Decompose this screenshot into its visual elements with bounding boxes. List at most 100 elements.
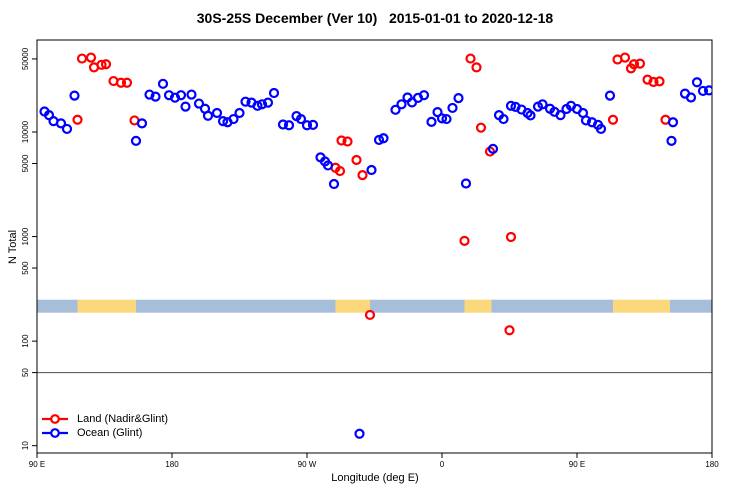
data-point-ocean — [150, 91, 161, 102]
data-point-ocean — [595, 123, 607, 135]
data-point-land — [351, 154, 362, 166]
plot-box — [36, 39, 713, 454]
data-point-ocean — [277, 119, 289, 130]
data-point-ocean — [55, 118, 67, 129]
y-tick-label: 5000 — [21, 154, 30, 172]
data-point-ocean — [283, 120, 295, 131]
points-layer — [39, 52, 712, 439]
land-series-marker-icon — [42, 414, 68, 424]
data-point-ocean — [328, 178, 340, 190]
data-point-ocean — [295, 113, 307, 125]
data-point-land — [115, 77, 127, 88]
data-point-ocean — [390, 104, 401, 115]
data-point-land — [76, 53, 88, 64]
data-point-ocean — [580, 115, 592, 126]
x-tick-label: 180 — [165, 460, 179, 469]
ocean-series-marker-icon — [42, 428, 68, 438]
data-point-ocean — [157, 78, 169, 89]
data-point-ocean — [256, 99, 268, 110]
legend-item-land: Land (Nadir&Glint) — [40, 412, 168, 426]
data-point-ocean — [262, 97, 274, 108]
legend-item-ocean: Ocean (Glint) — [40, 426, 168, 440]
data-point-ocean — [453, 93, 464, 104]
data-point-ocean — [691, 77, 703, 88]
data-point-ocean — [234, 107, 245, 119]
data-point-ocean — [685, 92, 697, 103]
data-point-ocean — [525, 110, 536, 121]
y-tick-label: 1000 — [21, 227, 30, 245]
data-point-ocean — [268, 87, 280, 99]
data-point-ocean — [505, 100, 517, 111]
data-point-ocean — [240, 96, 251, 107]
data-point-ocean — [441, 113, 452, 125]
band-segment-ocean — [670, 299, 712, 313]
data-point-ocean — [202, 110, 214, 121]
data-point-ocean — [498, 113, 509, 125]
data-point-ocean — [555, 110, 566, 121]
data-point-land — [628, 59, 640, 70]
x-tick-label: 90 E — [29, 460, 45, 469]
data-point-land — [342, 136, 353, 147]
data-point-ocean — [487, 143, 499, 154]
y-tick-label: 10000 — [21, 120, 30, 143]
data-point-ocean — [426, 116, 437, 127]
data-point-ocean — [460, 178, 472, 189]
data-point-land — [100, 59, 112, 70]
data-point-ocean — [180, 101, 191, 112]
chart-title: 30S-25S December (Ver 10) 2015-01-01 to … — [196, 10, 554, 26]
data-point-land — [465, 53, 476, 64]
data-point-land — [654, 76, 665, 87]
data-point-land — [607, 114, 619, 125]
data-point-ocean — [396, 99, 407, 110]
legend-label-land: Land (Nadir&Glint) — [77, 413, 169, 425]
y-tick-label: 50000 — [21, 47, 30, 70]
y-tick-label: 50 — [21, 368, 30, 377]
data-point-ocean — [537, 99, 548, 110]
data-point-land — [634, 58, 646, 69]
data-point-land — [505, 231, 517, 243]
data-point-ocean — [69, 90, 80, 101]
data-point-land — [85, 52, 97, 63]
band-segment-land — [464, 299, 492, 313]
data-point-ocean — [130, 135, 142, 146]
data-point-ocean — [61, 123, 73, 135]
data-point-ocean — [211, 107, 223, 119]
data-point-land — [72, 114, 83, 125]
data-point-ocean — [366, 164, 377, 176]
y-axis-title: N Total — [7, 229, 19, 265]
data-point-ocean — [697, 85, 709, 97]
y-tick-label: 100 — [21, 334, 30, 348]
band-segment-land — [77, 299, 136, 313]
x-tick-label: 180 — [705, 460, 719, 469]
data-point-ocean — [186, 89, 197, 100]
data-point-ocean — [354, 428, 365, 439]
x-tick-label: 90 E — [569, 460, 585, 469]
data-point-land — [364, 309, 376, 321]
x-tick-label: 90 W — [298, 460, 317, 469]
data-point-land — [357, 170, 368, 181]
data-point-ocean — [418, 90, 430, 101]
data-point-ocean — [193, 98, 205, 109]
data-point-ocean — [228, 113, 239, 125]
legend-label-ocean: Ocean (Glint) — [77, 427, 143, 439]
x-tick-label: 0 — [440, 460, 445, 469]
data-point-ocean — [447, 102, 458, 114]
data-point-ocean — [666, 135, 677, 146]
band-segment-ocean — [491, 299, 613, 313]
data-point-ocean — [175, 90, 187, 101]
data-point-land — [459, 235, 470, 246]
data-point-ocean — [252, 100, 263, 111]
data-point-land — [648, 76, 659, 88]
data-point-ocean — [322, 160, 334, 171]
data-point-ocean — [144, 89, 155, 100]
data-point-ocean — [378, 133, 389, 144]
data-point-ocean — [667, 117, 679, 128]
data-point-ocean — [136, 118, 148, 129]
data-point-ocean — [217, 116, 229, 127]
band-segment-ocean — [370, 299, 465, 313]
band-segment-ocean — [136, 299, 336, 313]
data-point-land — [471, 62, 482, 73]
data-point-land — [334, 165, 346, 177]
